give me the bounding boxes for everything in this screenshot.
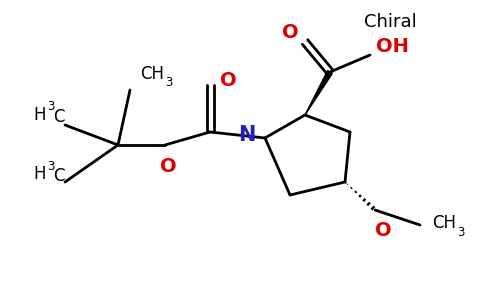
- Text: 3: 3: [457, 226, 464, 238]
- Text: O: O: [282, 22, 298, 41]
- Text: CH: CH: [432, 214, 456, 232]
- Text: H: H: [33, 106, 45, 124]
- Text: O: O: [160, 158, 176, 176]
- Text: 3: 3: [165, 76, 172, 88]
- Text: CH: CH: [140, 65, 164, 83]
- Polygon shape: [305, 70, 333, 115]
- Text: H: H: [33, 165, 45, 183]
- Text: N: N: [238, 125, 256, 145]
- Text: C: C: [53, 108, 64, 126]
- Text: O: O: [220, 70, 236, 89]
- Text: Chiral: Chiral: [363, 13, 416, 31]
- Text: OH: OH: [376, 38, 408, 56]
- Text: 3: 3: [47, 100, 54, 113]
- Text: 3: 3: [47, 160, 54, 172]
- Text: C: C: [53, 167, 64, 185]
- Text: O: O: [375, 220, 391, 239]
